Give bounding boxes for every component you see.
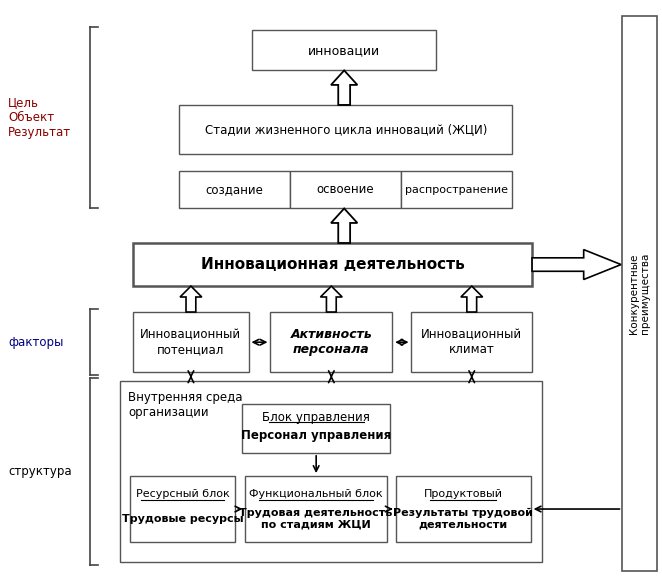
Bar — [396, 476, 531, 542]
Bar — [179, 171, 290, 209]
Text: Конкурентные
преимущества: Конкурентные преимущества — [629, 253, 650, 334]
Bar — [290, 171, 401, 209]
Polygon shape — [532, 250, 621, 280]
Text: Персонал управления: Персонал управления — [241, 429, 391, 442]
Text: распространение: распространение — [404, 185, 508, 195]
Text: создание: создание — [206, 183, 263, 197]
Bar — [252, 30, 436, 71]
Bar — [242, 404, 391, 453]
Bar — [270, 312, 393, 372]
Text: Блок управления: Блок управления — [262, 411, 370, 424]
Text: Инновационный
климат: Инновационный климат — [421, 328, 522, 356]
Bar — [130, 476, 236, 542]
Text: структура: структура — [8, 465, 71, 478]
Bar — [133, 243, 532, 286]
Text: Инновационный
потенциал: Инновационный потенциал — [140, 328, 242, 356]
Text: Цель
Объект
Результат: Цель Объект Результат — [8, 97, 71, 139]
Text: Ресурсный блок: Ресурсный блок — [136, 490, 230, 499]
Text: Внутренняя среда
организации: Внутренняя среда организации — [128, 391, 242, 420]
Text: Результаты трудовой
деятельности: Результаты трудовой деятельности — [393, 508, 533, 530]
Text: освоение: освоение — [316, 183, 374, 197]
Bar — [401, 171, 512, 209]
Bar — [179, 105, 512, 154]
Bar — [411, 312, 532, 372]
Polygon shape — [320, 286, 342, 312]
Text: Функциональный блок: Функциональный блок — [250, 490, 383, 499]
Bar — [622, 16, 657, 571]
Text: факторы: факторы — [8, 336, 64, 349]
Polygon shape — [331, 209, 357, 243]
Polygon shape — [461, 286, 483, 312]
Bar — [120, 381, 542, 562]
Text: Стадии жизненного цикла инноваций (ЖЦИ): Стадии жизненного цикла инноваций (ЖЦИ) — [205, 123, 487, 136]
Text: Активность
персонала: Активность персонала — [291, 328, 372, 356]
Text: Трудовые ресурсы: Трудовые ресурсы — [122, 514, 244, 524]
Polygon shape — [180, 286, 202, 312]
Text: Продуктовый: Продуктовый — [424, 490, 502, 499]
Bar — [246, 476, 387, 542]
Text: Инновационная деятельность: Инновационная деятельность — [201, 257, 465, 272]
Bar — [133, 312, 249, 372]
Polygon shape — [331, 71, 357, 105]
Text: инновации: инновации — [308, 44, 380, 57]
Text: Трудовая деятельность
по стадиям ЖЦИ: Трудовая деятельность по стадиям ЖЦИ — [240, 508, 393, 530]
